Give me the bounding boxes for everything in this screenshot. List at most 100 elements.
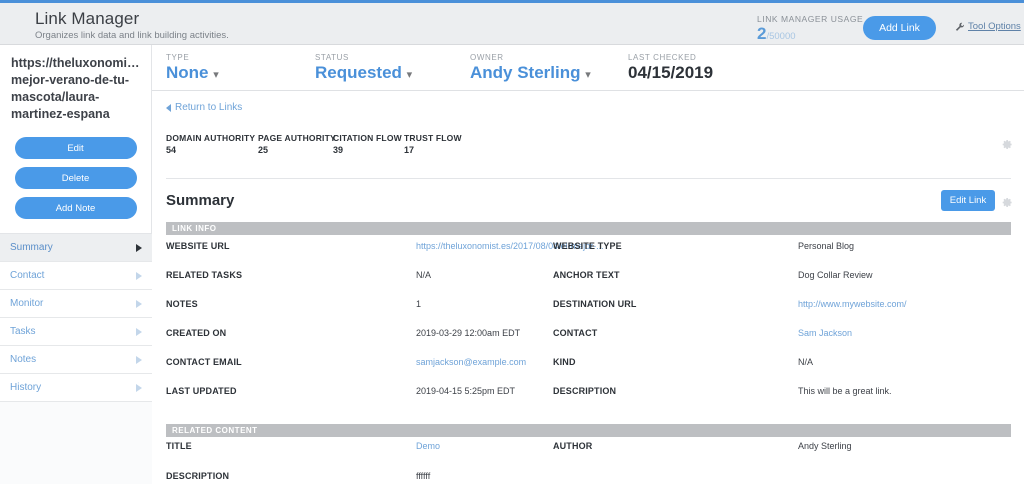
metric-citation-flow: CITATION FLOW 39 [333, 133, 402, 155]
status-strip: TYPE None ▾ STATUS Requested ▾ OWNER And… [152, 45, 1024, 91]
metrics-row: DOMAIN AUTHORITY 54 PAGE AUTHORITY 25 CI… [166, 133, 471, 155]
field-value: ffffff [416, 471, 431, 481]
usage-count: 2/50000 [757, 24, 796, 43]
status-field-status: STATUS Requested ▾ [315, 53, 412, 83]
field-value: N/A [798, 357, 814, 367]
metric-label: TRUST FLOW [404, 133, 462, 143]
sidebar-item-label: Tasks [10, 326, 36, 337]
section-header-link-info: LINK INFO [166, 222, 1011, 235]
chevron-down-icon: ▾ [585, 69, 591, 81]
field-value: 2019-03-29 12:00am EDT [416, 328, 521, 338]
gear-icon[interactable] [1002, 137, 1013, 149]
page-subtitle: Organizes link data and link building ac… [35, 30, 229, 41]
status-value-type[interactable]: None ▾ [166, 63, 219, 82]
field-label: CONTACT [553, 328, 598, 338]
metric-value: 17 [404, 145, 415, 155]
status-label: TYPE [166, 53, 190, 62]
gear-icon[interactable] [1002, 195, 1013, 207]
tool-options-link[interactable]: Tool Options [955, 21, 1021, 32]
sidebar-item-label: Notes [10, 354, 37, 365]
chevron-right-icon [136, 272, 142, 280]
page-title: Link Manager [35, 9, 140, 28]
field-value: Personal Blog [798, 241, 855, 251]
app-header: Link Manager Organizes link data and lin… [0, 0, 1024, 45]
metric-label: DOMAIN AUTHORITY [166, 133, 256, 143]
field-value: 1 [416, 299, 422, 309]
chevron-right-icon [136, 300, 142, 308]
field-value[interactable]: Demo [416, 441, 441, 451]
status-label: STATUS [315, 53, 349, 62]
status-field-owner: OWNER Andy Sterling ▾ [470, 53, 591, 83]
field-label: DESTINATION URL [553, 299, 637, 309]
field-label: ANCHOR TEXT [553, 270, 620, 280]
tool-options-label: Tool Options [968, 21, 1021, 32]
sidebar-url: https://theluxonomi…mejor-verano-de-tu-m… [11, 56, 140, 121]
field-label: CONTACT EMAIL [166, 357, 242, 367]
status-value-owner[interactable]: Andy Sterling ▾ [470, 63, 591, 82]
field-label: LAST UPDATED [166, 386, 237, 396]
chevron-right-icon [136, 384, 142, 392]
field-value: Andy Sterling [798, 441, 852, 451]
chevron-right-icon [136, 244, 142, 252]
main-content: Return to Links DOMAIN AUTHORITY 54 PAGE… [152, 91, 1024, 484]
chevron-down-icon: ▾ [213, 69, 219, 81]
return-to-links-label: Return to Links [175, 102, 243, 113]
usage-limit: /50000 [766, 31, 796, 42]
chevron-right-icon [136, 356, 142, 364]
usage-label: LINK MANAGER USAGE [757, 14, 864, 24]
edit-link-button[interactable]: Edit Link [941, 190, 995, 211]
metric-label: PAGE AUTHORITY [258, 133, 336, 143]
field-label: DESCRIPTION [166, 471, 230, 481]
field-label: AUTHOR [553, 441, 593, 451]
wrench-icon [955, 22, 965, 32]
divider [166, 178, 1011, 179]
field-label: KIND [553, 357, 576, 367]
chevron-right-icon [136, 328, 142, 336]
sidebar-item-monitor[interactable]: Monitor [0, 290, 152, 318]
arrow-left-icon [166, 103, 171, 112]
metric-value: 25 [258, 145, 269, 155]
field-label: WEBSITE TYPE [553, 241, 622, 251]
return-to-links-link[interactable]: Return to Links [166, 102, 242, 113]
status-label: LAST CHECKED [628, 53, 697, 62]
section-header-related-content: RELATED CONTENT [166, 424, 1011, 437]
sidebar-item-summary[interactable]: Summary [0, 234, 152, 262]
status-value-last-checked: 04/15/2019 [628, 63, 714, 82]
usage-meter: LINK MANAGER USAGE 2/50000 [757, 14, 863, 44]
sidebar-item-notes[interactable]: Notes [0, 346, 152, 374]
metric-page-authority: PAGE AUTHORITY 25 [258, 133, 336, 155]
delete-button[interactable]: Delete [14, 167, 137, 189]
field-value[interactable]: samjackson@example.com [416, 357, 527, 367]
sidebar-item-history[interactable]: History [0, 374, 152, 402]
sidebar-item-label: Contact [10, 270, 45, 281]
status-label: OWNER [470, 53, 504, 62]
sidebar-item-label: Monitor [10, 298, 44, 309]
metric-value: 39 [333, 145, 344, 155]
sidebar-item-label: History [10, 382, 42, 393]
add-link-button[interactable]: Add Link [863, 16, 936, 40]
edit-button[interactable]: Edit [14, 137, 137, 159]
field-label: RELATED TASKS [166, 270, 243, 280]
status-value-status[interactable]: Requested ▾ [315, 63, 413, 82]
sidebar-url-card: https://theluxonomi…mejor-verano-de-tu-m… [0, 45, 152, 234]
field-value: N/A [416, 270, 432, 280]
sidebar-item-contact[interactable]: Contact [0, 262, 152, 290]
sidebar: https://theluxonomi…mejor-verano-de-tu-m… [0, 45, 152, 484]
field-label: WEBSITE URL [166, 241, 230, 251]
metric-value: 54 [166, 145, 177, 155]
add-note-button[interactable]: Add Note [14, 197, 137, 219]
field-value[interactable]: https://theluxonomist.es/2017/08/04/el-m… [416, 241, 604, 251]
metric-label: CITATION FLOW [333, 133, 402, 143]
field-value: Dog Collar Review [798, 270, 873, 280]
field-value[interactable]: http://www.mywebsite.com/ [798, 299, 907, 309]
field-label: CREATED ON [166, 328, 227, 338]
summary-heading: Summary [166, 192, 235, 209]
sidebar-item-label: Summary [10, 242, 53, 253]
metric-domain-authority: DOMAIN AUTHORITY 54 [166, 133, 256, 155]
chevron-down-icon: ▾ [406, 69, 413, 81]
sidebar-item-tasks[interactable]: Tasks [0, 318, 152, 346]
field-value[interactable]: Sam Jackson [798, 328, 853, 338]
field-value: This will be a great link. [798, 386, 892, 396]
field-label: DESCRIPTION [553, 386, 617, 396]
